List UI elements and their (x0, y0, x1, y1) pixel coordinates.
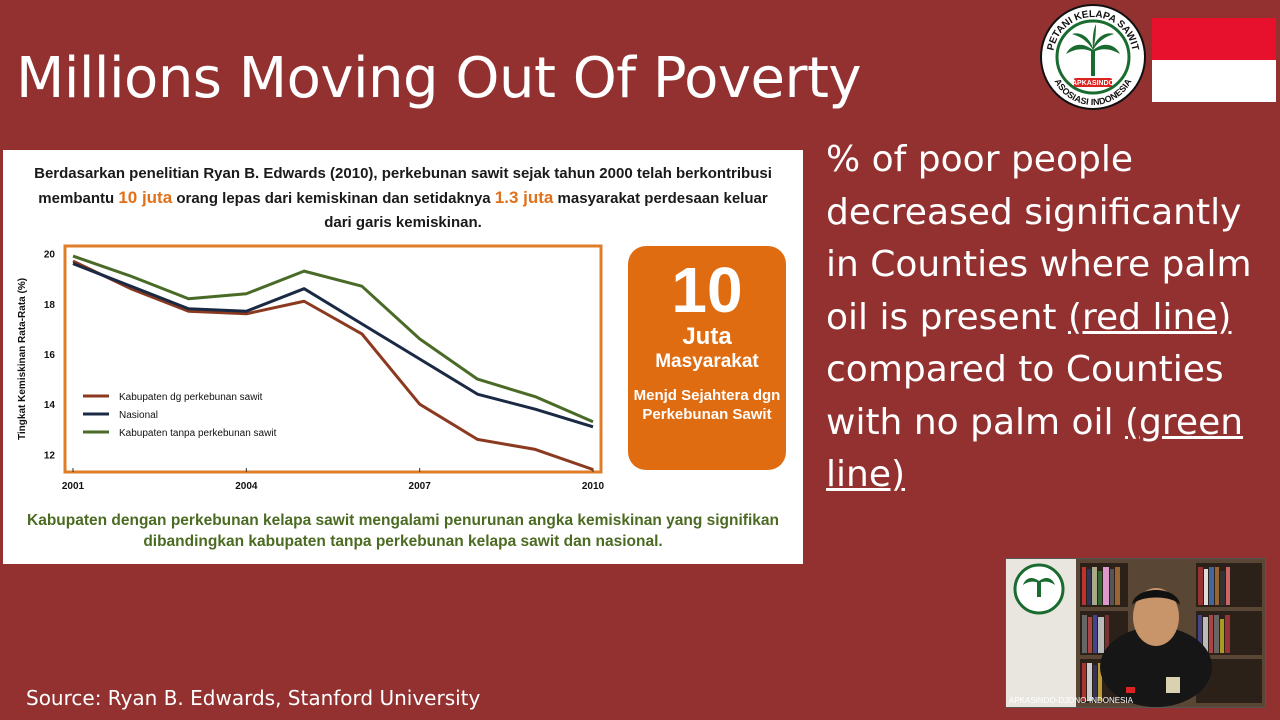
flag-white-band (1152, 60, 1276, 102)
intro-part1: Berdasarkan penelitian Ryan B. Edwards (… (34, 165, 772, 207)
badge-unit: Juta (682, 323, 732, 350)
side-text-part1: % of poor people decreased significantly… (826, 139, 1252, 338)
intro-highlight-2: 1.3 juta (494, 188, 554, 207)
source-citation: Source: Ryan B. Edwards, Stanford Univer… (26, 686, 481, 710)
apkasindo-logo: APKASINDO PETANI KELAPA SAWIT ASOSIASI I… (1040, 4, 1146, 110)
webcam-video-feed[interactable]: APKASINDO-DJONO-INDONESIA (1005, 558, 1266, 708)
y-axis-label: Tingkat Kemiskinan Rata-Rata (%) (17, 278, 28, 440)
green-line-reference: (green line) (826, 401, 1244, 496)
slide-title: Millions Moving Out Of Poverty (16, 46, 862, 111)
y-tick-label: 16 (44, 350, 56, 361)
badge-subtitle: Menjd Sejahtera dgn Perkebunan Sawit (633, 387, 781, 423)
intro-part3: masyarakat perdesaan keluar dari garis k… (324, 190, 768, 231)
badge-group: Masyarakat (655, 351, 759, 372)
series-line-1 (72, 262, 594, 429)
x-tick-label: 2001 (62, 481, 85, 492)
red-line-reference: (red line) (1067, 296, 1232, 338)
legend-label: Kabupaten tanpa perkebunan sawit (119, 428, 277, 439)
side-text-part2: compared to Counties with no palm oil (826, 349, 1224, 443)
webcam-frame (1006, 559, 1265, 707)
side-explanation: % of poor people decreased significantly… (826, 134, 1266, 502)
flag-red-band (1152, 18, 1276, 60)
intro-highlight-1: 10 juta (118, 188, 173, 207)
webcam-label: APKASINDO-DJONO-INDONESIA (1009, 696, 1134, 705)
intro-text: Berdasarkan penelitian Ryan B. Edwards (… (23, 162, 783, 235)
y-tick-label: 12 (44, 450, 56, 461)
indonesia-flag (1152, 18, 1276, 102)
poverty-line-chart: Tingkat Kemiskinan Rata-Rata (%) 12 14 16 1… (17, 244, 605, 492)
x-tick-label: 2004 (235, 481, 258, 492)
legend-label: Kabupaten dg perkebunan sawit (119, 392, 263, 403)
chart-frame (63, 244, 603, 474)
series-line-0 (72, 259, 594, 471)
y-tick-label: 20 (44, 250, 56, 261)
x-tick-label: 2010 (582, 481, 605, 492)
y-tick-label: 18 (44, 300, 56, 311)
chart-caption: Kabupaten dengan perkebunan kelapa sawit… (27, 512, 779, 550)
legend-label: Nasional (119, 410, 158, 421)
ten-million-badge: 10 Juta Masyarakat Menjd Sejahtera dgn P… (628, 246, 786, 470)
y-tick-label: 14 (44, 400, 56, 411)
infographic-panel: Berdasarkan penelitian Ryan B. Edwards (… (3, 150, 803, 564)
intro-part2: orang lepas dari kemiskinan dan setidakn… (172, 190, 495, 207)
x-tick-label: 2007 (409, 481, 432, 492)
series-line-2 (72, 254, 594, 424)
badge-number: 10 (671, 254, 743, 326)
logo-name: APKASINDO (1072, 80, 1115, 87)
